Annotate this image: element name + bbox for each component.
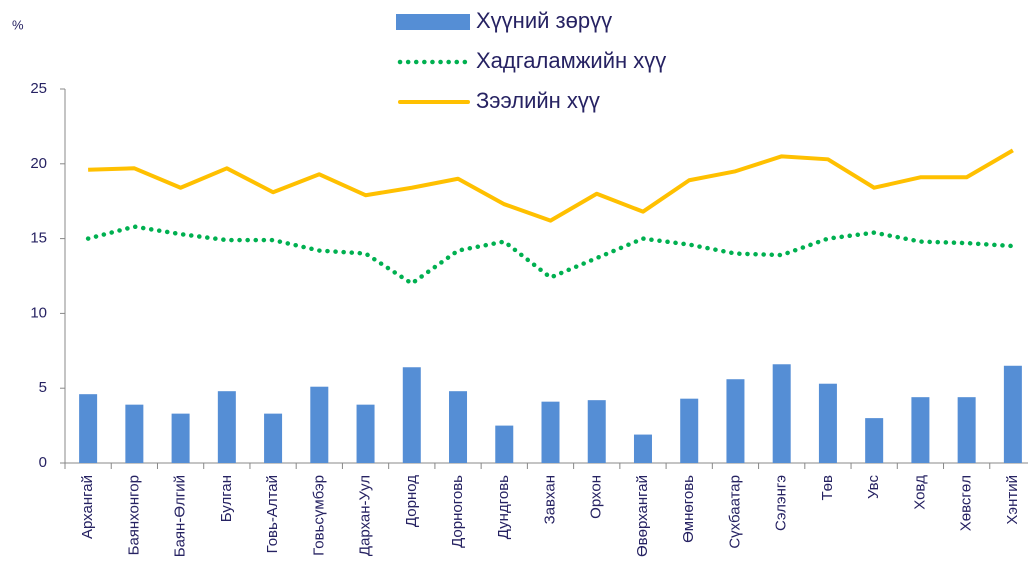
bar xyxy=(772,364,791,463)
x-tick-label: Дархан-Уул xyxy=(357,475,374,556)
y-tick-label: 0 xyxy=(39,454,47,471)
x-tick-label: Ховд xyxy=(911,475,928,510)
bar xyxy=(217,391,236,463)
x-tick-label: Хэнтий xyxy=(1004,475,1021,525)
x-tick-label: Өвөрхангай xyxy=(634,475,651,557)
bar xyxy=(818,383,837,463)
x-tick-label: Говь-Алтай xyxy=(264,475,281,553)
y-tick-label: 15 xyxy=(30,230,47,247)
x-tick-label: Архангай xyxy=(79,475,96,539)
bar xyxy=(911,397,930,463)
y-tick-label: 10 xyxy=(30,304,47,321)
x-tick-label: Увс xyxy=(865,475,882,499)
x-tick-label: Дорноговь xyxy=(449,475,466,548)
bar xyxy=(587,400,606,463)
bar xyxy=(495,425,514,463)
bar xyxy=(356,404,375,463)
bar xyxy=(865,418,884,463)
x-tick-label: Завхан xyxy=(541,475,558,524)
bar xyxy=(125,404,144,463)
x-tick-label: Орхон xyxy=(588,475,605,519)
bar xyxy=(680,398,699,463)
x-tick-label: Сүхбаатар xyxy=(726,475,743,549)
bar xyxy=(633,434,652,463)
x-tick-label: Баян-Өлгий xyxy=(172,475,189,557)
x-tick-label: Төв xyxy=(819,475,836,501)
bar xyxy=(171,413,190,463)
line xyxy=(88,148,1014,223)
x-tick-label: Дундговь xyxy=(495,475,512,539)
bar xyxy=(957,397,976,463)
legend-label: Хадгаламжийн хүү xyxy=(476,48,666,73)
x-tick-label: Дорнод xyxy=(403,475,420,527)
bar xyxy=(79,394,98,463)
dotted-line xyxy=(85,224,1016,286)
x-tick-label: Сэлэнгэ xyxy=(773,475,790,531)
legend-swatch xyxy=(396,14,470,30)
legend-label: Зээлийн хүү xyxy=(476,88,600,113)
bar xyxy=(726,379,745,463)
bar xyxy=(310,386,329,463)
y-tick-label: 20 xyxy=(30,155,47,172)
y-axis-label: % xyxy=(12,17,24,32)
bar xyxy=(1003,365,1022,463)
x-tick-label: Булган xyxy=(218,475,235,522)
legend-label: Хүүний зөрүү xyxy=(476,8,612,33)
y-tick-label: 25 xyxy=(30,80,47,97)
x-tick-label: Говьсүмбэр xyxy=(310,475,327,556)
x-tick-label: Баянхонгор xyxy=(125,475,142,555)
bar xyxy=(402,367,421,463)
x-tick-label: Хөвсгөл xyxy=(958,475,975,531)
y-tick-label: 5 xyxy=(39,379,47,396)
bar xyxy=(541,401,560,463)
bar xyxy=(264,413,283,463)
bar xyxy=(449,391,468,463)
x-tick-label: Өмнөговь xyxy=(680,475,697,543)
